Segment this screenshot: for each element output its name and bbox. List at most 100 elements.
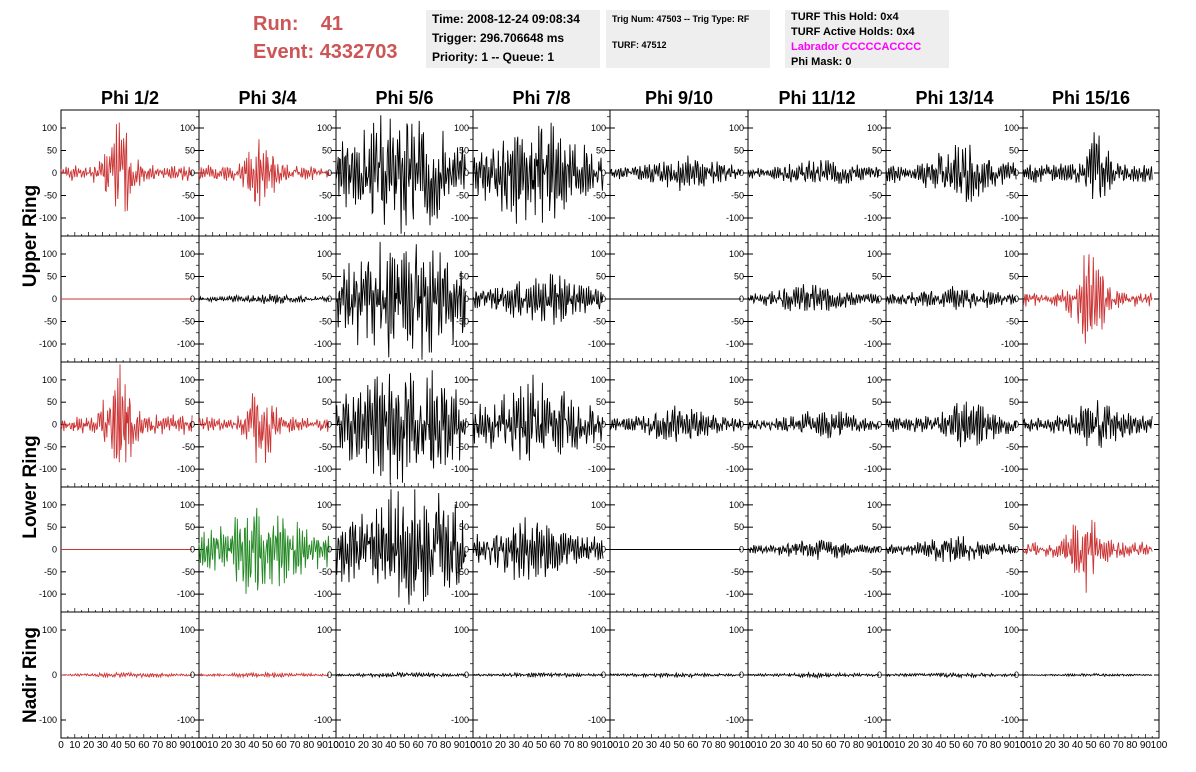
y-tick-label: -100 bbox=[864, 213, 882, 223]
y-tick-label: 100 bbox=[454, 500, 469, 510]
y-tick-label: 100 bbox=[867, 500, 882, 510]
waveform-trace bbox=[885, 536, 1017, 563]
x-tick-label: 70 bbox=[976, 740, 988, 751]
y-tick-label: 50 bbox=[872, 272, 882, 282]
x-tick-label: 70 bbox=[839, 740, 851, 751]
y-tick-label: 50 bbox=[1009, 146, 1019, 156]
y-tick-label: -50 bbox=[182, 442, 195, 452]
y-tick-label: -100 bbox=[588, 715, 606, 725]
waveform-trace bbox=[1022, 672, 1153, 678]
waveform-trace bbox=[60, 671, 193, 679]
y-tick-label: -100 bbox=[451, 589, 469, 599]
x-tick-label: 10 bbox=[618, 740, 630, 751]
x-tick-label: 0 bbox=[883, 740, 889, 751]
y-tick-label: 100 bbox=[1004, 375, 1019, 385]
y-tick-label: -50 bbox=[731, 567, 744, 577]
y-tick-label: 50 bbox=[596, 522, 606, 532]
y-tick-label: 0 bbox=[52, 545, 57, 555]
waveform-trace bbox=[747, 160, 880, 184]
y-tick-label: -50 bbox=[593, 191, 606, 201]
y-tick-label: -100 bbox=[1001, 339, 1019, 349]
x-tick-label: 30 bbox=[784, 740, 796, 751]
y-tick-label: 50 bbox=[459, 146, 469, 156]
y-tick-label: 100 bbox=[729, 625, 744, 635]
x-tick-label: 60 bbox=[963, 740, 975, 751]
y-tick-label: 50 bbox=[596, 397, 606, 407]
x-tick-label: 40 bbox=[111, 740, 123, 751]
x-tick-label: 70 bbox=[152, 740, 164, 751]
y-tick-label: -50 bbox=[44, 442, 57, 452]
trig-info-box: Trig Num: 47503 -- Trig Type: RF TURF: 4… bbox=[606, 10, 770, 68]
y-tick-label: -100 bbox=[177, 589, 195, 599]
y-tick-label: 0 bbox=[739, 420, 744, 430]
y-tick-label: 100 bbox=[867, 625, 882, 635]
y-tick-label: 100 bbox=[317, 249, 332, 259]
y-tick-label: 50 bbox=[459, 522, 469, 532]
y-tick-label: 50 bbox=[322, 397, 332, 407]
x-tick-label: 0 bbox=[607, 740, 613, 751]
x-tick-label: 60 bbox=[687, 740, 699, 751]
x-tick-label: 10 bbox=[207, 740, 219, 751]
y-tick-label: -100 bbox=[726, 589, 744, 599]
y-tick-label: 0 bbox=[601, 670, 606, 680]
phi-column-title: Phi 1/2 bbox=[101, 88, 159, 108]
y-tick-label: -50 bbox=[182, 191, 195, 201]
x-tick-label: 20 bbox=[908, 740, 920, 751]
y-tick-label: 100 bbox=[729, 123, 744, 133]
y-tick-label: 0 bbox=[464, 545, 469, 555]
waveform-trace bbox=[472, 374, 604, 461]
x-tick-label: 30 bbox=[372, 740, 384, 751]
y-tick-label: 0 bbox=[327, 294, 332, 304]
y-tick-label: 0 bbox=[464, 294, 469, 304]
y-tick-label: -50 bbox=[869, 317, 882, 327]
y-tick-label: -100 bbox=[314, 339, 332, 349]
y-tick-label: -100 bbox=[726, 213, 744, 223]
y-tick-label: 0 bbox=[52, 294, 57, 304]
waveform-trace bbox=[885, 672, 1017, 680]
x-tick-label: 30 bbox=[646, 740, 658, 751]
x-tick-label: 90 bbox=[867, 740, 879, 751]
x-tick-label: 80 bbox=[166, 740, 178, 751]
x-tick-label: 70 bbox=[426, 740, 438, 751]
x-tick-label: 60 bbox=[138, 740, 150, 751]
labrador-text: Labrador CCCCCACCCC bbox=[791, 41, 922, 53]
waveform-trace bbox=[747, 284, 880, 312]
waveform-trace bbox=[335, 241, 467, 360]
y-tick-label: 50 bbox=[185, 522, 195, 532]
y-tick-label: 100 bbox=[180, 375, 195, 385]
y-tick-label: 100 bbox=[454, 123, 469, 133]
y-tick-label: -50 bbox=[319, 191, 332, 201]
y-tick-label: 0 bbox=[52, 670, 57, 680]
y-tick-label: -100 bbox=[39, 589, 57, 599]
x-tick-label: 70 bbox=[563, 740, 575, 751]
y-tick-label: 50 bbox=[185, 146, 195, 156]
x-tick-label: 100 bbox=[878, 740, 895, 751]
y-tick-label: 0 bbox=[601, 545, 606, 555]
y-tick-label: -50 bbox=[731, 442, 744, 452]
y-tick-label: 100 bbox=[180, 123, 195, 133]
y-tick-label: 100 bbox=[317, 375, 332, 385]
event-value: 4332703 bbox=[319, 41, 398, 63]
waveform-trace bbox=[198, 293, 330, 305]
y-tick-label: 100 bbox=[729, 375, 744, 385]
y-tick-label: 0 bbox=[190, 545, 195, 555]
y-tick-label: 0 bbox=[327, 420, 332, 430]
waveform-trace bbox=[335, 370, 467, 485]
x-tick-label: 10 bbox=[756, 740, 768, 751]
y-tick-label: -100 bbox=[726, 464, 744, 474]
y-tick-label: 0 bbox=[1014, 168, 1019, 178]
x-tick-label: 50 bbox=[949, 740, 961, 751]
y-tick-label: 0 bbox=[601, 168, 606, 178]
x-tick-label: 90 bbox=[729, 740, 741, 751]
y-tick-label: -50 bbox=[319, 567, 332, 577]
time-info-box: Time: 2008-12-24 09:08:34 Trigger: 296.7… bbox=[426, 10, 600, 68]
x-tick-label: 100 bbox=[465, 740, 482, 751]
y-tick-label: -50 bbox=[593, 317, 606, 327]
x-tick-label: 80 bbox=[440, 740, 452, 751]
x-tick-label: 80 bbox=[1126, 740, 1138, 751]
turf-info-box: TURF This Hold: 0x4 TURF Active Holds: 0… bbox=[785, 10, 949, 68]
x-tick-label: 40 bbox=[522, 740, 534, 751]
waveform-trace bbox=[609, 405, 742, 442]
y-tick-label: 50 bbox=[322, 522, 332, 532]
y-tick-label: 100 bbox=[42, 625, 57, 635]
